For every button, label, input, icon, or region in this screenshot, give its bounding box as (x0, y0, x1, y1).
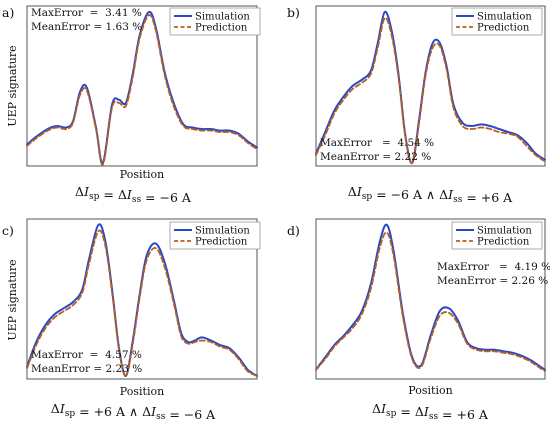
legend-box (169, 7, 261, 36)
panel-caption: ΔIsp = ΔIss = +6 A (372, 401, 489, 422)
x-axis-label: Position (408, 384, 452, 397)
series-line-prediction (26, 229, 258, 377)
panel-caption: ΔIsp = ΔIss = −6 A (75, 184, 192, 205)
axes-frame (26, 5, 258, 167)
series-line-prediction (26, 14, 258, 166)
series-line-simulation (315, 223, 546, 371)
axes-frame (315, 218, 546, 380)
y-axis-label: UEP signature (6, 45, 19, 126)
series-line-prediction (315, 231, 546, 373)
legend-box (451, 221, 543, 250)
legend-entry-prediction: Prediction (195, 23, 248, 34)
legend-entry-simulation: Simulation (195, 12, 250, 23)
legend-entry-prediction: Prediction (477, 237, 530, 248)
series-line-prediction (315, 17, 546, 164)
panel-label: d) (287, 223, 300, 238)
panel-caption: ΔIsp = +6 A ∧ ΔIss = −6 A (51, 401, 216, 422)
legend-box (451, 7, 543, 36)
panel-label: a) (2, 5, 14, 20)
legend-entry-simulation: Simulation (477, 12, 532, 23)
y-axis-label: UEP signature (6, 259, 19, 340)
legend-entry-prediction: Prediction (477, 23, 530, 34)
panel-caption: ΔIsp = −6 A ∧ ΔIss = +6 A (348, 184, 513, 205)
mean-error-text: MeanError = 2.26 % (437, 275, 548, 287)
legend-box (169, 221, 261, 250)
legend-entry-simulation: Simulation (195, 226, 250, 237)
max-error-text: MaxError = 3.41 % (31, 7, 142, 19)
max-error-text: MaxError = 4.19 % (437, 261, 550, 273)
mean-error-text: MeanError = 1.63 % (31, 21, 142, 33)
mean-error-text: MeanError = 2.23 % (31, 363, 142, 375)
x-axis-label: Position (120, 168, 164, 181)
max-error-text: MaxError = 4.57 % (31, 349, 142, 361)
axes-frame (315, 5, 546, 167)
legend-entry-simulation: Simulation (477, 226, 532, 237)
max-error-text: MaxError = 4.54 % (320, 137, 434, 149)
x-axis-label: Position (120, 385, 164, 398)
axes-frame (26, 218, 258, 380)
series-line-simulation (26, 10, 258, 165)
panel-label: c) (2, 223, 14, 238)
legend-entry-prediction: Prediction (195, 237, 248, 248)
mean-error-text: MeanError = 2.22 % (320, 151, 431, 163)
panel-label: b) (287, 5, 300, 20)
